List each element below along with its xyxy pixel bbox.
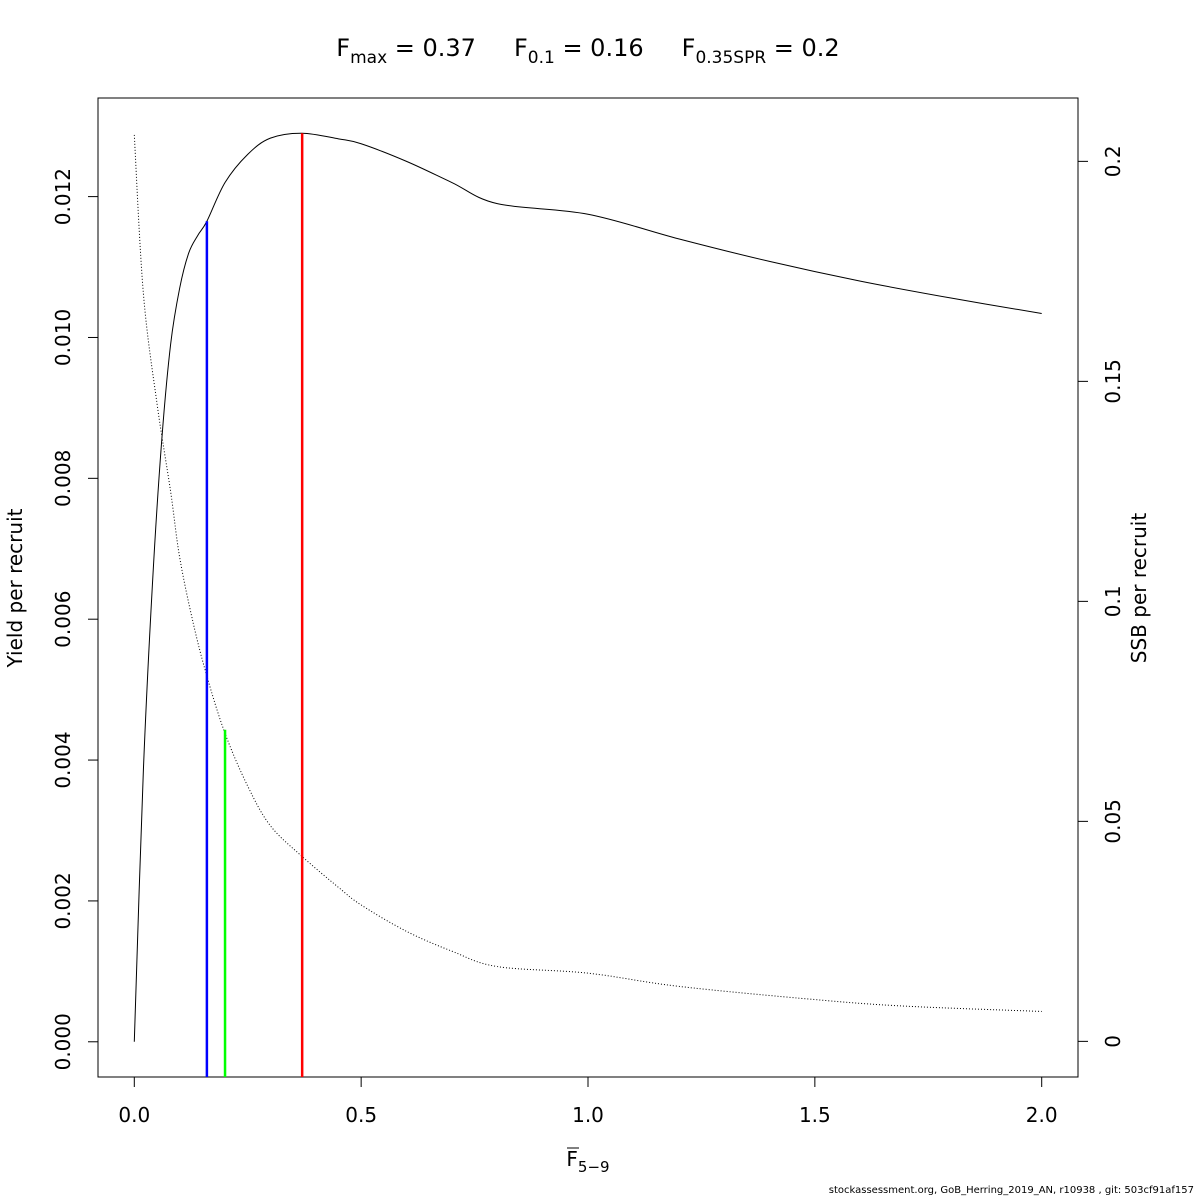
reference-lines xyxy=(205,133,304,1077)
title-subscript: 0.35SPR xyxy=(695,48,766,68)
y-left-tick-label: 0.008 xyxy=(51,450,75,507)
y-left-tick-label: 0.010 xyxy=(51,309,75,366)
title-value: = 0.16 xyxy=(555,34,644,62)
y-axis-right: 0 0.05 0.1 0.15 0.2 xyxy=(1078,145,1125,1048)
y-left-tick-label: 0.006 xyxy=(51,591,75,648)
y-axis-right-label: SSB per recruit xyxy=(1127,513,1151,664)
yield-per-recruit-curve xyxy=(133,132,1042,1042)
title-subscript: 0.1 xyxy=(528,48,555,68)
x-label-symbol: F xyxy=(566,1147,578,1171)
title-symbol: F xyxy=(514,34,528,62)
y-right-tick-label: 0 xyxy=(1101,1035,1125,1048)
x-label-text: F5−9 xyxy=(566,1147,609,1176)
y-right-tick-label: 0.15 xyxy=(1101,359,1125,404)
y-axis-left-label: Yield per recruit xyxy=(3,508,27,668)
y-right-tick-label: 0.05 xyxy=(1101,799,1125,844)
title-symbol: F xyxy=(682,34,696,62)
x-tick-label: 0.5 xyxy=(345,1103,377,1127)
chart-title: Fmax = 0.37 F0.1 = 0.16 F0.35SPR = 0.2 xyxy=(336,34,839,68)
title-symbol: F xyxy=(336,34,350,62)
x-label-subscript: 5−9 xyxy=(578,1158,610,1176)
x-tick-label: 0.0 xyxy=(118,1103,150,1127)
plot-frame xyxy=(97,97,1079,1078)
y-left-tick-label: 0.004 xyxy=(51,731,75,788)
x-tick-label: 2.0 xyxy=(1026,1103,1058,1127)
y-right-tick-label: 0.2 xyxy=(1101,145,1125,177)
x-tick-label: 1.0 xyxy=(572,1103,604,1127)
x-axis-label: F5−9 xyxy=(566,1147,609,1176)
title-text: Fmax = 0.37 F0.1 = 0.16 F0.35SPR = 0.2 xyxy=(336,34,839,68)
y-left-tick-label: 0.012 xyxy=(51,168,75,225)
title-subscript: max xyxy=(350,48,387,68)
series-group xyxy=(133,132,1042,1042)
title-value: = 0.2 xyxy=(766,34,840,62)
y-left-tick-label: 0.000 xyxy=(51,1013,75,1070)
title-value: = 0.37 xyxy=(387,34,476,62)
x-tick-label: 1.5 xyxy=(799,1103,831,1127)
y-axis-left: 0.000 0.002 0.004 0.006 0.008 0.010 0.012 xyxy=(51,168,98,1070)
ssb-per-recruit-curve xyxy=(133,134,1042,1012)
footer-credit: stockassessment.org, GoB_Herring_2019_AN… xyxy=(828,1185,1194,1196)
y-right-tick-label: 0.1 xyxy=(1101,585,1125,617)
y-left-tick-label: 0.002 xyxy=(51,872,75,929)
x-axis: 0.0 0.5 1.0 1.5 2.0 xyxy=(118,1076,1058,1127)
